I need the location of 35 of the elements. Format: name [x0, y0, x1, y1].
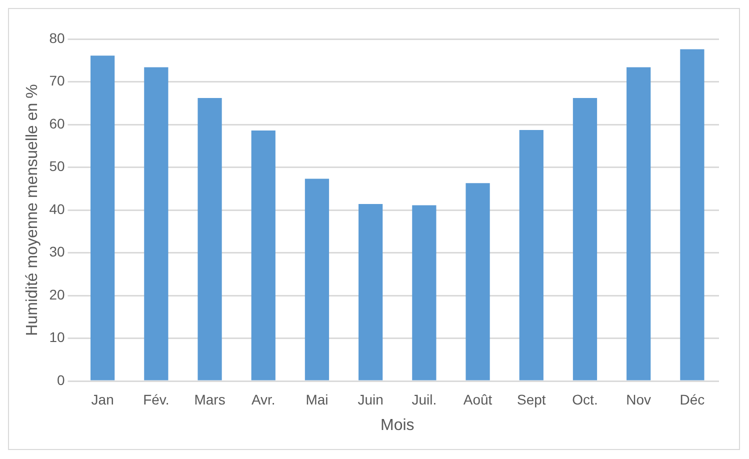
bar — [466, 183, 490, 380]
y-axis-title: Humidité moyenne mensuelle en % — [24, 84, 42, 336]
x-tick-label: Juil. — [412, 391, 437, 408]
y-tick-label: 80 — [49, 30, 65, 46]
x-tick-label: Mai — [306, 391, 328, 408]
x-tick-label: Avr. — [251, 391, 276, 408]
y-tick-label: 30 — [49, 244, 65, 260]
x-tick-label: Juin — [358, 391, 384, 408]
y-tick-label: 50 — [49, 158, 65, 174]
y-tick-label: 70 — [49, 72, 65, 89]
bar — [144, 67, 168, 380]
x-tick-label: Oct. — [572, 391, 598, 408]
bar — [90, 56, 115, 380]
x-tick-label: Fév. — [143, 391, 170, 408]
bar — [680, 49, 704, 380]
bar — [304, 178, 330, 380]
bar — [198, 98, 222, 380]
y-tick-label: 20 — [49, 286, 65, 302]
y-tick-label: 40 — [49, 200, 65, 217]
x-axis-title: Mois — [380, 416, 414, 434]
x-tick-label: Sept — [516, 391, 546, 408]
y-tick-label: 60 — [49, 115, 65, 132]
x-tick-label: Déc — [680, 391, 705, 408]
x-tick-label: Jan — [91, 391, 114, 408]
bar — [358, 204, 383, 380]
bar — [626, 67, 651, 380]
y-tick-label: 10 — [49, 329, 65, 346]
y-tick-label: 0 — [56, 372, 65, 388]
bar — [572, 98, 598, 380]
bar — [519, 130, 544, 380]
x-tick-label: Mars — [194, 391, 226, 408]
x-tick-label: Août — [463, 391, 492, 408]
bar — [412, 205, 436, 380]
x-tick-label: Nov — [626, 391, 652, 408]
bar — [251, 130, 276, 380]
